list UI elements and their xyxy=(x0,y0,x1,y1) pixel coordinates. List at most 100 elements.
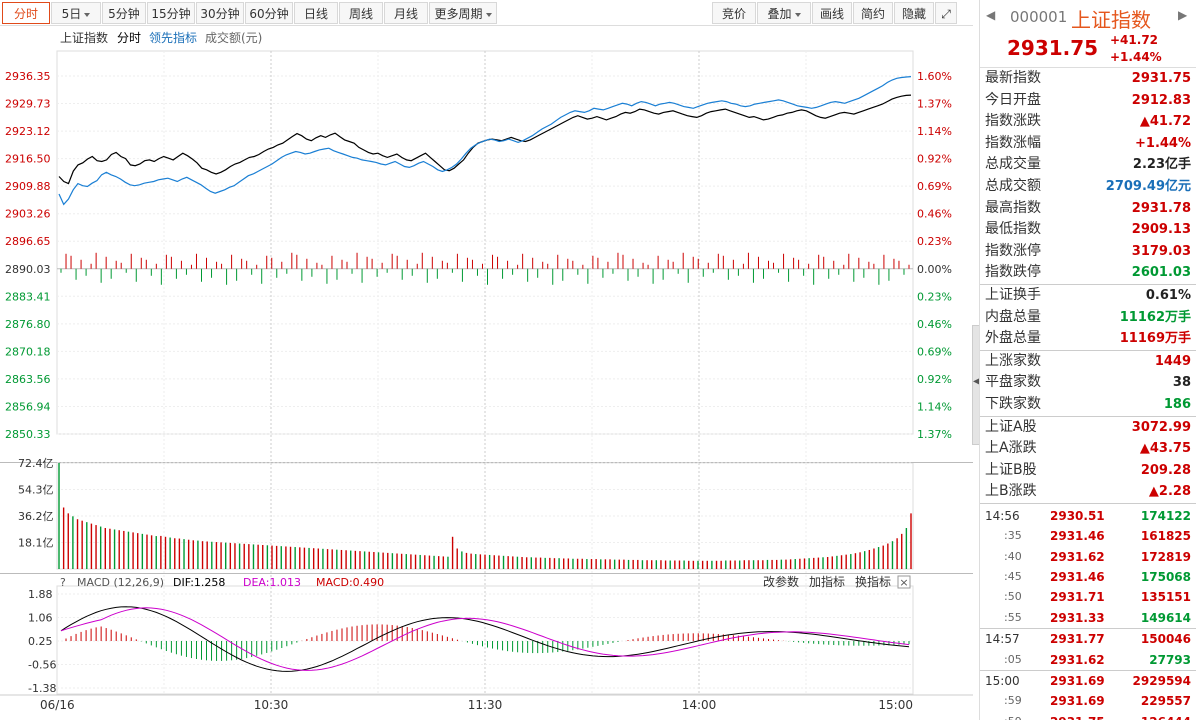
tick-volume: 2929594 xyxy=(1132,674,1191,688)
stat-row: 指数涨停 3179.03 xyxy=(980,241,1196,263)
quote-header: ◀ 000001 上证指数 ▶ 2931.75 +41.72 +1.44% xyxy=(980,0,1196,68)
tool-button-4[interactable]: 隐藏 xyxy=(894,2,934,24)
macd-action-0[interactable]: 改参数 xyxy=(763,574,799,589)
time-tick-label: 14:00 xyxy=(682,698,717,712)
tool-button-0[interactable]: 竞价 xyxy=(712,2,756,24)
tick-list[interactable]: 14:56 2930.51 174122:35 2931.46 161825:40 293… xyxy=(980,506,1196,720)
stat-label: 外盘总量 xyxy=(985,330,1041,347)
next-arrow-icon[interactable]: ▶ xyxy=(1178,8,1188,22)
stat-value: 2931.75 xyxy=(1131,71,1191,86)
price-tick-label: 2883.41 xyxy=(5,290,51,303)
tick-row: :05 2931.62 27793 xyxy=(980,650,1196,670)
stat-value: 2601.03 xyxy=(1131,265,1191,281)
pct-tick-label: 0.23% xyxy=(917,290,952,303)
period-tab-label: 5日 xyxy=(61,7,82,21)
price-tick-label: 2870.18 xyxy=(5,345,51,358)
stat-row: 平盘家数 38 xyxy=(980,372,1196,394)
tick-volume: 126444 xyxy=(1141,712,1191,720)
period-tab-4[interactable]: 30分钟 xyxy=(196,2,244,24)
macd-action-1[interactable]: 加指标 xyxy=(809,574,845,589)
stat-row: 总成交量 2.23亿手 xyxy=(980,154,1196,176)
tool-button-2[interactable]: 画线 xyxy=(812,2,852,24)
tool-button-label: 隐藏 xyxy=(901,7,926,21)
volume-tick-label: 54.3亿 xyxy=(18,484,54,497)
price-tick-label: 2936.35 xyxy=(5,70,51,83)
period-tab-label: 月线 xyxy=(393,7,418,21)
tick-time: :45 xyxy=(1004,570,1022,584)
stat-value: +1.44% xyxy=(1135,135,1191,151)
stat-label: 最新指数 xyxy=(985,70,1041,86)
stat-row: 外盘总量 11169万手 xyxy=(980,328,1196,350)
pct-tick-label: 0.46% xyxy=(917,318,952,331)
volume-tick-label: 18.1亿 xyxy=(18,537,54,550)
macd-tick-label: -0.56 xyxy=(28,659,56,672)
tick-price: 2931.75 xyxy=(1050,712,1105,720)
prev-arrow-icon[interactable]: ◀ xyxy=(986,8,996,22)
stat-row: 上证换手 0.61% xyxy=(980,285,1196,307)
stat-label: 上B涨跌 xyxy=(985,483,1037,500)
stat-value: 11162万手 xyxy=(1119,309,1191,325)
stat-value: 186 xyxy=(1163,396,1191,412)
period-tab-0[interactable]: 分时 xyxy=(2,2,50,24)
tick-block: 15:00 2931.69 2929594:59 2931.69 229557:59 29… xyxy=(980,671,1196,720)
tick-volume: 172819 xyxy=(1140,549,1191,564)
tool-button-label: 叠加 xyxy=(767,7,792,21)
pct-tick-label: 1.60% xyxy=(917,70,952,83)
macd-value: MACD:0.490 xyxy=(316,576,384,589)
tick-volume: 150046 xyxy=(1140,632,1191,647)
caret-down-icon xyxy=(794,12,801,17)
tick-time: :59 xyxy=(1004,712,1022,720)
stat-value: 0.61% xyxy=(1145,287,1191,303)
lead-line xyxy=(58,76,912,206)
stat-value: ▲43.75 xyxy=(1139,441,1191,457)
macd-action-2[interactable]: 换指标 xyxy=(855,574,891,589)
tick-row: :55 2931.33 149614 xyxy=(980,608,1196,628)
period-tab-7[interactable]: 周线 xyxy=(339,2,383,24)
close-icon xyxy=(897,575,911,589)
dea-line xyxy=(60,607,910,671)
quote-stats: 最新指数 2931.75 今日开盘 2912.83 指数涨跌 ▲41.72 指数涨幅 +1.4… xyxy=(980,68,1196,504)
stat-value: 3179.03 xyxy=(1131,243,1191,259)
price-change-pct: +1.44% xyxy=(1110,50,1162,64)
period-tab-2[interactable]: 5分钟 xyxy=(102,2,146,24)
caret-down-icon xyxy=(485,12,492,17)
period-tab-label: 周线 xyxy=(348,7,373,21)
stat-row: 下跌家数 186 xyxy=(980,394,1196,416)
macd-dif: DIF:1.258 xyxy=(173,576,225,589)
chart-area[interactable]: 2936.35 1.60% 2929.73 1.37% 2923.12 1.14% 2916… xyxy=(0,26,973,720)
pct-tick-label: 0.69% xyxy=(917,345,952,358)
tick-time: :55 xyxy=(1004,610,1022,624)
period-tab-6[interactable]: 日线 xyxy=(294,2,338,24)
stat-value: 209.28 xyxy=(1140,462,1191,478)
tick-row: :45 2931.46 175068 xyxy=(980,567,1196,587)
stat-label: 上涨家数 xyxy=(985,352,1041,369)
period-tab-5[interactable]: 60分钟 xyxy=(245,2,293,24)
period-tab-9[interactable]: 更多周期 xyxy=(429,2,497,24)
price-tick-label: 2850.33 xyxy=(5,428,51,441)
tool-button-label: 画线 xyxy=(819,7,844,21)
dif-line xyxy=(60,606,910,672)
tool-button-1[interactable]: 叠加 xyxy=(757,2,811,24)
stat-value: 2931.78 xyxy=(1131,200,1191,216)
period-tab-8[interactable]: 月线 xyxy=(384,2,428,24)
price-tick-label: 2903.26 xyxy=(5,208,51,221)
stat-value: 2912.83 xyxy=(1131,92,1191,108)
tick-time: :35 xyxy=(1004,529,1022,543)
stat-group: 最新指数 2931.75 今日开盘 2912.83 指数涨跌 ▲41.72 指数涨幅 +1.4… xyxy=(980,68,1196,285)
intraday-chart[interactable]: 2936.35 1.60% 2929.73 1.37% 2923.12 1.14% 2916… xyxy=(0,26,973,720)
stat-group: 上证换手 0.61% 内盘总量 11162万手 外盘总量 11169万手 xyxy=(980,285,1196,351)
period-tab-1[interactable]: 5日 xyxy=(51,2,101,24)
stat-row: 上涨家数 1449 xyxy=(980,351,1196,373)
time-tick-label: 11:30 xyxy=(468,698,503,712)
fullscreen-icon[interactable]: ⤢ xyxy=(935,2,957,24)
tick-block: 14:56 2930.51 174122:35 2931.46 161825:40 293… xyxy=(980,506,1196,630)
stat-label: 最高指数 xyxy=(985,199,1041,216)
price-tick-label: 2916.50 xyxy=(5,153,51,166)
period-tab-3[interactable]: 15分钟 xyxy=(147,2,195,24)
tool-button-3[interactable]: 简约 xyxy=(853,2,893,24)
tick-row: :59 2931.75 126444 xyxy=(980,712,1196,720)
stat-group: 上证A股 3072.99 上A涨跌 ▲43.75 上证B股 209.28 上B涨跌 ▲2.28 xyxy=(980,417,1196,504)
stat-group: 上涨家数 1449 平盘家数 38 下跌家数 186 xyxy=(980,351,1196,417)
tick-price: 2931.46 xyxy=(1050,529,1105,544)
pct-tick-label: 0.92% xyxy=(917,373,952,386)
